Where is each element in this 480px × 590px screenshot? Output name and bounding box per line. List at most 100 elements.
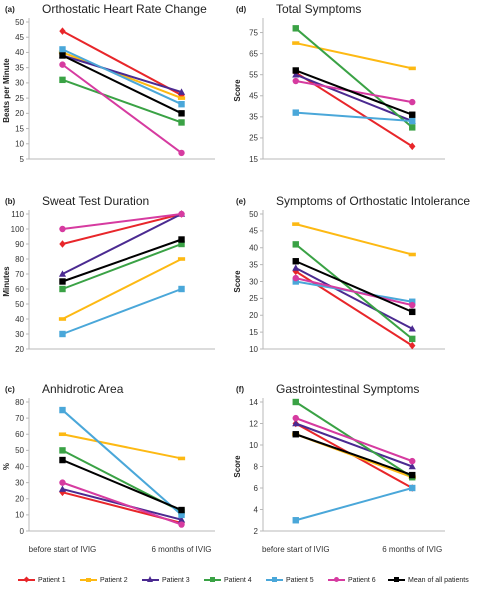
legend: Patient 1 Patient 2 Patient 3 Patient 4 Pati… xyxy=(0,574,480,590)
data-point xyxy=(178,110,185,117)
chart-title: Symptoms of Orthostatic Intolerance xyxy=(276,194,470,208)
y-tick-label: 45 xyxy=(15,33,24,42)
y-tick-label: 35 xyxy=(249,113,258,122)
y-tick-label: 50 xyxy=(15,446,24,455)
panel-d: (d) Total Symptoms 15 25 35 45 55 65 75 Score xyxy=(233,2,445,164)
series-patient-6 xyxy=(59,210,185,233)
y-tick-label: 55 xyxy=(249,70,258,79)
series-line xyxy=(62,481,182,526)
panel-c: (c) Anhidrotic Area 0 10 20 30 40 50 60 70 80% befo… xyxy=(2,382,215,554)
y-tick-label: 30 xyxy=(15,330,24,339)
legend-label: Patient 6 xyxy=(348,577,376,584)
data-point xyxy=(58,317,67,321)
series-line xyxy=(295,27,413,129)
series-line xyxy=(62,213,182,275)
series-line xyxy=(62,433,182,460)
data-point xyxy=(409,457,416,465)
series-patient-3 xyxy=(292,264,416,332)
series-line xyxy=(295,260,413,313)
series-line xyxy=(295,111,413,123)
panel-label: (b) xyxy=(5,197,16,206)
series-patient-6 xyxy=(292,274,416,309)
data-point xyxy=(292,431,299,438)
y-tick-label: 90 xyxy=(15,240,24,249)
data-point xyxy=(292,71,300,78)
series-line xyxy=(62,459,182,511)
y-tick-label: 60 xyxy=(15,430,24,439)
series-line xyxy=(295,73,413,122)
data-point xyxy=(409,111,416,118)
y-tick-label: 20 xyxy=(15,495,24,504)
series-line xyxy=(295,267,413,330)
data-point xyxy=(58,270,67,277)
series-line xyxy=(62,51,182,100)
data-point xyxy=(409,117,416,125)
legend-swatch xyxy=(266,577,283,582)
data-point xyxy=(58,485,67,492)
y-tick-label: 10 xyxy=(249,441,258,450)
y-tick-label: 35 xyxy=(15,63,24,72)
data-point xyxy=(409,341,416,350)
series-patient-4 xyxy=(59,240,185,293)
data-point xyxy=(178,511,185,519)
y-tick-label: 2 xyxy=(254,527,259,536)
y-tick-label: 10 xyxy=(249,345,258,354)
data-point xyxy=(292,258,299,265)
y-tick-label: 8 xyxy=(254,462,259,471)
data-point xyxy=(292,67,299,74)
series-patient-5 xyxy=(59,406,185,519)
panel-f: (f) Gastrointestinal Symptoms 2 4 6 8 10 12 14 Sc… xyxy=(233,382,445,554)
series-patient-6 xyxy=(59,479,185,528)
data-point xyxy=(59,330,66,338)
series-mean-of-all-patients xyxy=(292,67,416,118)
legend-marker xyxy=(210,577,215,582)
data-point xyxy=(409,308,416,316)
legend-label: Patient 2 xyxy=(100,577,128,584)
data-point xyxy=(59,61,66,68)
y-tick-label: 100 xyxy=(11,225,25,234)
data-point xyxy=(292,414,299,422)
data-point xyxy=(178,101,185,108)
y-tick-label: 50 xyxy=(15,18,24,27)
legend-swatch xyxy=(328,577,345,582)
data-point xyxy=(177,516,186,523)
y-axis-title: Score xyxy=(233,79,242,102)
series-patient-5 xyxy=(292,109,416,125)
series-line xyxy=(62,258,182,320)
panel-label: (a) xyxy=(5,5,15,14)
y-tick-label: 10 xyxy=(15,140,24,149)
series-patient-1 xyxy=(292,267,416,350)
data-point xyxy=(292,419,300,427)
legend-marker xyxy=(23,576,30,583)
legend-marker xyxy=(394,577,399,582)
data-point xyxy=(178,506,185,514)
series-patient-5 xyxy=(292,484,416,524)
y-tick-label: 40 xyxy=(249,244,258,253)
y-tick-label: 65 xyxy=(249,49,258,58)
series-line xyxy=(61,63,183,154)
series-line xyxy=(62,54,182,93)
series-mean-of-all-patients xyxy=(292,258,416,316)
data-point xyxy=(292,264,300,271)
y-tick-label: 10 xyxy=(15,511,24,520)
series-line xyxy=(295,422,413,468)
y-tick-label: 50 xyxy=(249,210,258,219)
data-point xyxy=(408,252,416,257)
data-point xyxy=(59,406,66,414)
legend-marker xyxy=(272,577,277,582)
series-line xyxy=(62,243,182,290)
data-point xyxy=(292,398,299,406)
legend-swatch xyxy=(80,578,97,582)
series-line xyxy=(62,30,182,96)
data-point xyxy=(59,278,66,285)
legend-marker xyxy=(86,578,91,582)
data-point xyxy=(292,25,299,32)
x-tick-label: 6 months of IVIG xyxy=(152,545,212,554)
series-line xyxy=(62,48,182,106)
data-point xyxy=(59,46,66,53)
legend-label: Patient 3 xyxy=(162,577,190,584)
x-tick-label: 6 months of IVIG xyxy=(382,545,442,554)
y-tick-label: 45 xyxy=(249,92,258,101)
y-tick-label: 70 xyxy=(15,414,24,423)
data-point xyxy=(59,488,66,497)
